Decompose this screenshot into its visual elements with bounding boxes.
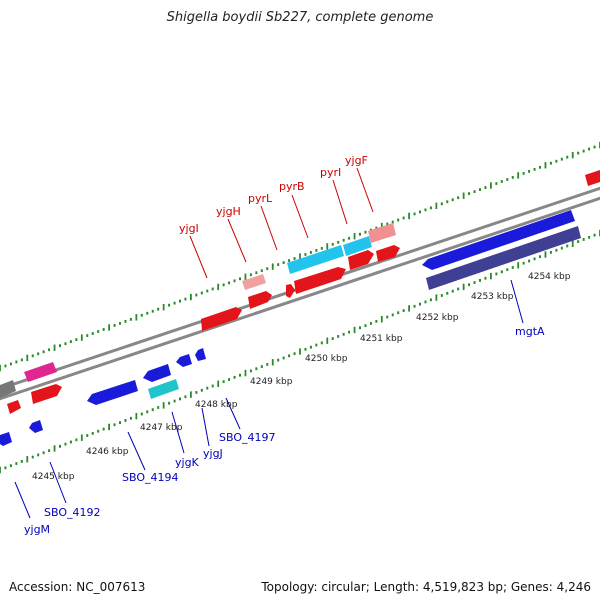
gene-arrow-pyrI[interactable]: [348, 250, 374, 270]
kbp-label-4252: 4252 kbp: [416, 313, 459, 323]
kbp-label-4253: 4253 kbp: [471, 292, 514, 302]
gene-arrow-pyrB[interactable]: [294, 267, 346, 294]
gene-arrow-mgtA[interactable]: [422, 210, 575, 270]
gene-arrow-yjgH[interactable]: [248, 291, 272, 309]
gene-label-pyrB: pyrB: [279, 180, 305, 193]
accession-text: Accession: NC_007613: [9, 580, 146, 594]
forward-tick-row: [0, 141, 600, 372]
kbp-label-4247: 4247 kbp: [140, 423, 183, 433]
map-title: Shigella boydii Sb227, complete genome: [166, 10, 434, 25]
gene-label-yjgM: yjgM: [24, 523, 50, 536]
genome-backbone-lower: [0, 196, 600, 401]
forward-gene-arrows: [0, 170, 600, 414]
gene-label-yjgH: yjgH: [216, 205, 241, 218]
gene-label-pyrL: pyrL: [248, 192, 273, 205]
connector-yjgI: [189, 235, 208, 279]
gene-label-yjgI: yjgI: [179, 222, 199, 235]
connector-SBO_4192: [49, 461, 67, 504]
gene-label-yjgK: yjgK: [175, 456, 200, 469]
gene-arrow-left-red[interactable]: [31, 384, 62, 404]
gene-label-SBO_4194: SBO_4194: [122, 471, 179, 484]
gene-arrow-yjgI[interactable]: [201, 307, 242, 331]
gene-label-yjgF: yjgF: [345, 154, 368, 167]
gene-arrow-yjgM[interactable]: [0, 432, 12, 446]
gene-arrow-yjgH-pseudo[interactable]: [242, 274, 266, 290]
gene-arrow-SBO_4192[interactable]: [29, 420, 43, 433]
connector-yjgK: [171, 411, 185, 454]
gene-arrow-yjgJ[interactable]: [176, 354, 192, 367]
connector-pyrL: [260, 205, 278, 251]
connector-pyrB: [291, 194, 309, 239]
gene-arrow-pyrL[interactable]: [286, 284, 295, 298]
kbp-label-4251: 4251 kbp: [360, 334, 403, 344]
connector-pyrI: [332, 179, 348, 225]
connector-yjgF: [356, 167, 374, 213]
gene-label-yjgJ: yjgJ: [203, 447, 223, 460]
gene-arrow-left-gray[interactable]: [0, 380, 16, 398]
connector-SBO_4197: [225, 397, 241, 430]
gene-arrow-yjgK[interactable]: [143, 364, 171, 382]
gene-arrow-edge-red[interactable]: [585, 170, 600, 186]
connector-yjgJ: [201, 407, 210, 447]
gene-arrow-SBO_4194[interactable]: [87, 380, 138, 405]
gene-arrow-mgtA-secondary[interactable]: [426, 226, 581, 290]
kbp-label-4250: 4250 kbp: [305, 354, 348, 364]
kbp-label-4249: 4249 kbp: [250, 377, 293, 387]
connector-mgtA: [510, 279, 524, 324]
reverse-tick-row: [0, 229, 600, 474]
gene-arrow-yjgK-highlight[interactable]: [148, 379, 179, 399]
gene-arrow-SBO_4197[interactable]: [195, 348, 206, 361]
gene-arrow-yjgF[interactable]: [376, 245, 400, 262]
gene-arrow-pyrI-highlight[interactable]: [343, 236, 372, 256]
kbp-label-4254: 4254 kbp: [528, 272, 571, 282]
connector-SBO_4194: [127, 431, 146, 471]
kbp-label-4245: 4245 kbp: [32, 472, 75, 482]
gene-arrow-pyrB-highlight[interactable]: [287, 245, 344, 274]
gene-label-mgtA: mgtA: [515, 325, 545, 338]
kbp-label-4246: 4246 kbp: [86, 447, 129, 457]
gene-arrow-yjgF-pale[interactable]: [368, 223, 396, 243]
connector-yjgH: [227, 218, 247, 263]
gene-label-pyrI: pyrI: [320, 166, 341, 179]
kbp-label-4248: 4248 kbp: [195, 400, 238, 410]
gene-arrow-left-pink[interactable]: [24, 362, 57, 382]
gene-arrow-left-small-red[interactable]: [7, 400, 21, 414]
genome-stats-text: Topology: circular; Length: 4,519,823 bp…: [261, 580, 591, 594]
connector-yjgM: [14, 481, 31, 519]
label-connectors: [14, 167, 524, 519]
gene-label-SBO_4192: SBO_4192: [44, 506, 101, 519]
reverse-gene-arrows: [0, 210, 581, 446]
gene-label-SBO_4197: SBO_4197: [219, 431, 276, 444]
